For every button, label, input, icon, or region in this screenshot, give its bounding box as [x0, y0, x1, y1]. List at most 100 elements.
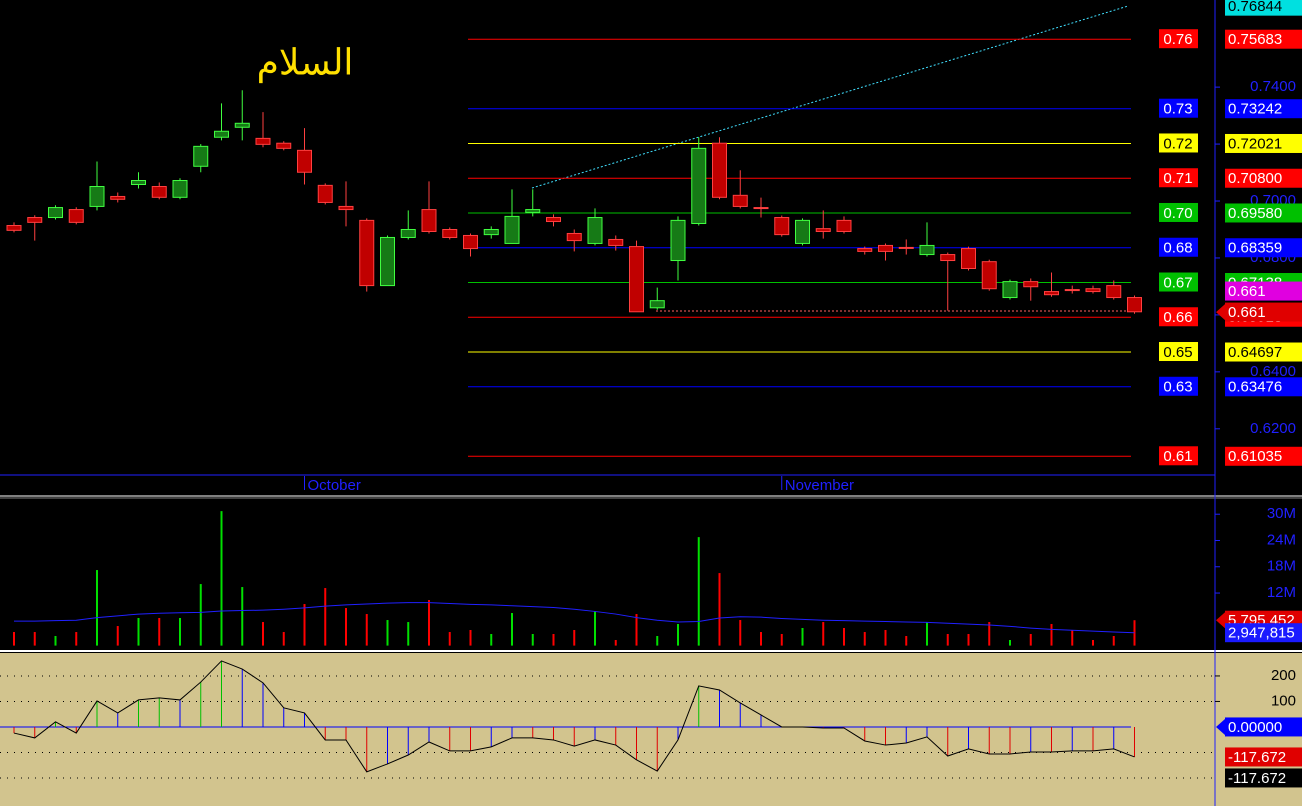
candle-body — [546, 217, 561, 223]
level-label-box — [1159, 98, 1198, 118]
level-label-box — [1159, 29, 1198, 49]
axis-label: 0.70800 — [1228, 170, 1282, 187]
level-label: 0.65 — [1163, 344, 1192, 361]
level-label-box — [1159, 376, 1198, 396]
candle-body — [774, 217, 790, 236]
candle-body — [649, 300, 665, 309]
axis-label: 0.661 — [1228, 304, 1266, 321]
candle-body — [691, 147, 707, 225]
candle-body — [276, 142, 292, 149]
axis-label-box — [1225, 281, 1302, 301]
axis-label-pointer — [1216, 304, 1225, 321]
y-tick-label: 30M — [1267, 505, 1296, 522]
candle-body — [442, 228, 458, 238]
candle-body — [670, 219, 686, 262]
candle-body — [1064, 289, 1080, 292]
candle-body — [234, 122, 250, 128]
level-label: 0.67 — [1163, 274, 1192, 291]
oscillator-line — [13, 660, 1135, 773]
level-label-box — [1159, 342, 1198, 362]
candle-body — [608, 238, 624, 246]
axis-label: 0.73242 — [1228, 101, 1282, 118]
candle-body — [1044, 291, 1059, 296]
level-label-box — [1159, 168, 1198, 188]
axis-label: 0.661 — [1228, 283, 1266, 300]
candle-body — [463, 234, 478, 250]
candle-body — [6, 225, 22, 231]
axis-label-box — [1225, 768, 1302, 788]
candle-body — [421, 209, 437, 232]
y-tick-label: 0.7400 — [1250, 78, 1296, 95]
level-label-box — [1159, 133, 1198, 153]
candle-body — [297, 149, 312, 173]
level-label: 0.61 — [1163, 448, 1192, 465]
axis-label-box — [1225, 747, 1302, 767]
axis-label: 0.63476 — [1228, 379, 1282, 396]
candle-body — [89, 185, 105, 207]
axis-label-box — [1225, 168, 1302, 188]
candle-body — [131, 180, 146, 186]
candle-body — [940, 254, 956, 262]
candle-body — [151, 185, 167, 198]
volume-average-line — [14, 602, 1135, 634]
candle-body — [566, 232, 582, 242]
y-tick-label: 24M — [1267, 531, 1296, 548]
candle-body — [380, 236, 395, 287]
level-label: 0.70 — [1163, 205, 1192, 222]
level-label: 0.68 — [1163, 240, 1192, 257]
candle-body — [1023, 281, 1039, 288]
candle-body — [629, 246, 644, 313]
candle-body — [359, 219, 375, 287]
axis-label: 0.72021 — [1228, 135, 1282, 152]
axis-label: 2,947,815 — [1228, 625, 1295, 642]
level-label: 0.76 — [1163, 31, 1192, 48]
candle-body — [1106, 285, 1122, 299]
axis-label-box — [1225, 302, 1302, 322]
candle-body — [255, 137, 271, 145]
level-label: 0.66 — [1163, 309, 1192, 326]
candle-body — [525, 209, 541, 213]
axis-label-box — [1225, 623, 1302, 643]
level-label: 0.63 — [1163, 379, 1192, 396]
axis-label-box — [1225, 717, 1302, 737]
candle-body — [172, 180, 188, 198]
level-label: 0.73 — [1163, 101, 1192, 118]
candle-body — [919, 244, 935, 256]
axis-label-box — [1225, 238, 1302, 258]
candle-body — [587, 217, 603, 244]
chart-title: السلام — [257, 42, 354, 84]
candle-body — [214, 130, 229, 138]
candle-body — [981, 261, 997, 290]
axis-label-box — [1225, 99, 1302, 119]
candle-body — [961, 248, 976, 270]
axis-label: 0.75683 — [1228, 31, 1282, 48]
x-tick-label: November — [785, 477, 854, 494]
axis-label: 0.64697 — [1228, 344, 1282, 361]
axis-label-box — [1225, 0, 1302, 16]
candle-body — [27, 217, 43, 223]
x-tick-label: October — [308, 477, 361, 494]
axis-label-box — [1225, 446, 1302, 466]
candle-body — [898, 246, 914, 249]
level-label-box — [1159, 237, 1198, 257]
axis-label: 0.76844 — [1228, 0, 1282, 15]
y-tick-label: 100 — [1271, 692, 1296, 709]
candle-body — [193, 145, 209, 167]
axis-label-box — [1225, 29, 1302, 49]
axis-label-pointer — [1216, 718, 1225, 735]
axis-label: 0.68359 — [1228, 240, 1282, 257]
level-label-box — [1159, 446, 1198, 466]
candle-body — [836, 219, 852, 232]
axis-label: 0.69580 — [1228, 205, 1282, 222]
candle-body — [732, 194, 748, 207]
axis-label-box — [1225, 203, 1302, 223]
candle-body — [815, 228, 831, 232]
candle-body — [712, 142, 727, 198]
y-tick-label: 12M — [1267, 584, 1296, 601]
candle-body — [68, 209, 84, 223]
candle-body — [48, 207, 63, 219]
axis-label: -117.672 — [1228, 749, 1286, 766]
level-label-box — [1159, 272, 1198, 292]
